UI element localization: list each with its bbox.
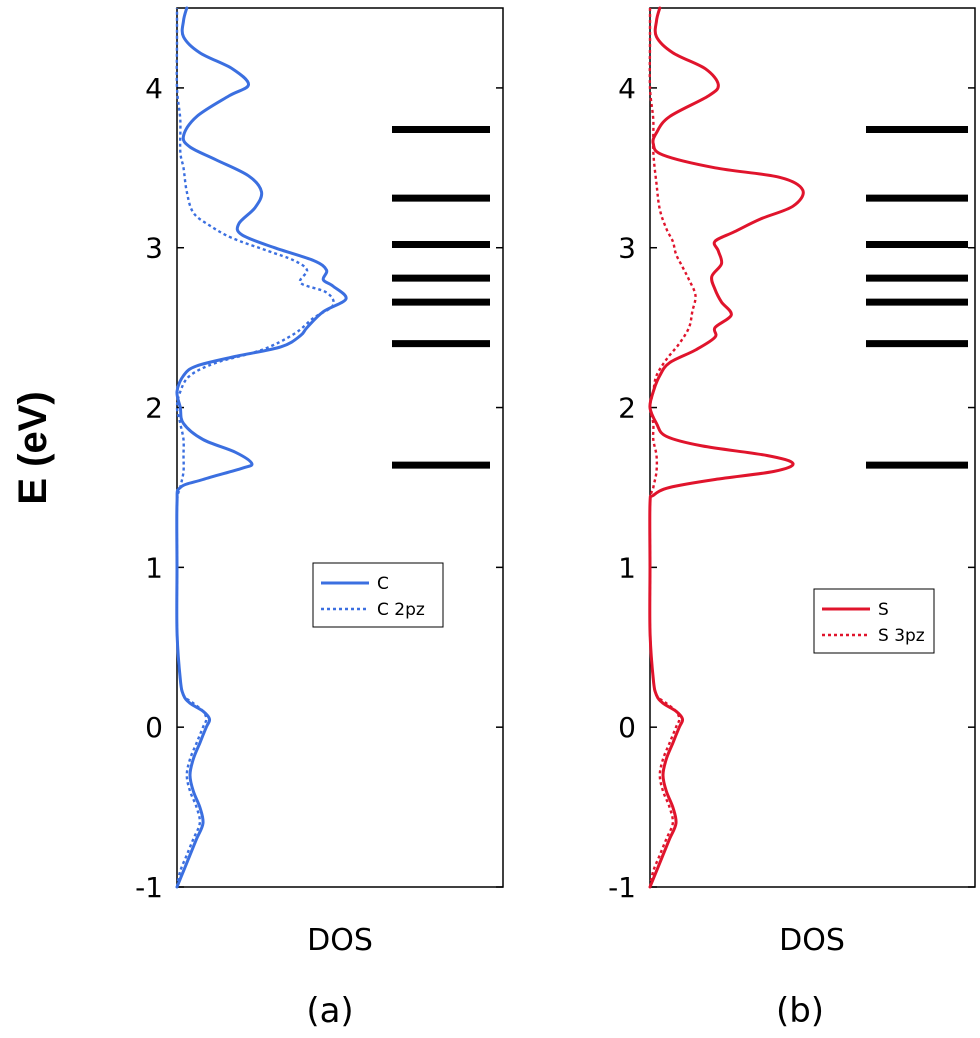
y-tick-label: 4 — [618, 72, 636, 105]
y-axis-title: E (eV) — [11, 391, 55, 504]
y-tick-label: 1 — [145, 551, 163, 584]
legend-box — [813, 588, 935, 654]
y-tick-label: 0 — [618, 711, 636, 744]
plot-frame — [176, 7, 504, 888]
y-tick-label: 4 — [145, 72, 163, 105]
x-axis-title: DOS — [307, 923, 373, 958]
panel-label: (a) — [306, 991, 353, 1031]
legend-entry-label: C 2pz — [377, 600, 425, 620]
y-tick-label: 2 — [618, 392, 636, 425]
x-axis-title: DOS — [779, 923, 845, 958]
plot-frame — [649, 7, 976, 888]
series-line-c — [175, 6, 348, 889]
legend-entry-label: S 3pz — [878, 626, 925, 646]
legend-entry-label: S — [878, 600, 889, 620]
y-tick-label: 0 — [145, 711, 163, 744]
series-line-s — [648, 6, 805, 889]
panel-a: -1 0 1 2 3 4 C C 2pz DOS (a) — [135, 6, 504, 1031]
y-tick-label: -1 — [135, 871, 163, 904]
panel-label: (b) — [776, 991, 824, 1031]
series-line-s-3pz — [648, 8, 697, 888]
series-line-c-2pz — [175, 8, 335, 888]
y-tick-label: 3 — [145, 232, 163, 265]
panel-b: -1 0 1 2 3 4 S S 3pz DOS (b) — [608, 6, 976, 1031]
y-tick-label: -1 — [608, 871, 636, 904]
legend-box — [312, 562, 444, 628]
y-tick-label: 3 — [618, 232, 636, 265]
legend-entry-label: C — [377, 574, 389, 594]
y-tick-label: 2 — [145, 392, 163, 425]
y-tick-label: 1 — [618, 551, 636, 584]
